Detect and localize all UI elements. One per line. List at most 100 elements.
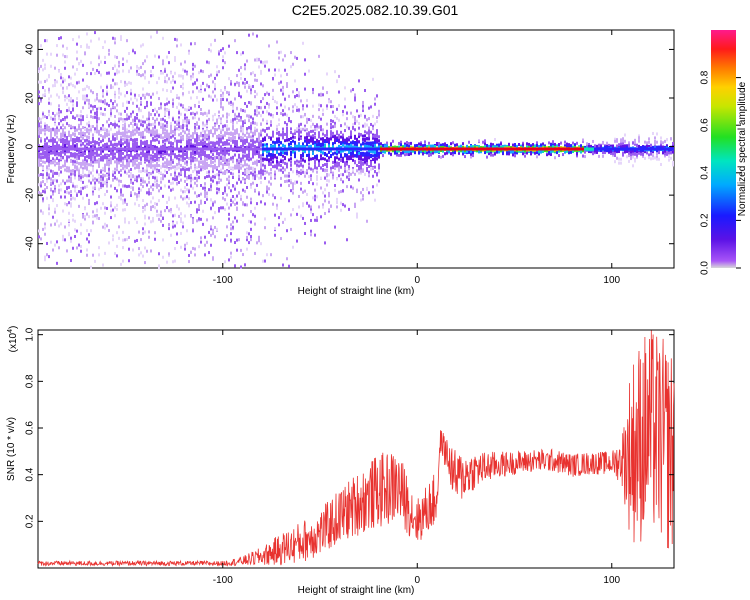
- spectrogram-cell: [290, 227, 292, 231]
- spectrogram-ridge-cell: [208, 147, 210, 151]
- spectrogram-cell: [140, 177, 142, 181]
- spectrogram-cell: [260, 165, 262, 169]
- spectrogram-cell: [268, 187, 270, 191]
- spectrogram-cell: [254, 121, 256, 125]
- spectrogram-cell: [110, 209, 112, 213]
- spectrogram-cell: [308, 140, 310, 144]
- spectrogram-cell: [176, 175, 178, 179]
- spectrogram-cell: [276, 111, 278, 115]
- spectrogram-cell: [102, 138, 104, 142]
- spectrogram-cell: [144, 145, 146, 149]
- spectrogram-cell: [238, 81, 240, 85]
- spectrogram-cell: [254, 214, 256, 218]
- spectrogram-cell: [340, 178, 342, 182]
- spectrogram-cell: [116, 133, 118, 137]
- spectrogram-cell: [180, 126, 182, 130]
- spectrogram-cell: [154, 183, 156, 187]
- spectrogram-cell: [178, 162, 180, 166]
- spectrogram-cell: [250, 166, 252, 170]
- spectrogram-cell: [88, 140, 90, 144]
- spectrogram-ridge-cell: [112, 147, 114, 151]
- spectrogram-cell: [316, 177, 318, 181]
- spectrogram-cell: [138, 163, 140, 167]
- spectrogram-cell: [346, 125, 348, 129]
- spectrogram-cell: [92, 178, 94, 182]
- spectrogram-cell: [208, 130, 210, 134]
- spectrogram-cell: [62, 44, 64, 48]
- spectrogram-cell: [140, 152, 142, 156]
- spectrogram-cell: [80, 187, 82, 191]
- spectrogram-cell: [204, 159, 206, 163]
- spectrogram-cell: [74, 85, 76, 89]
- spectrogram-ridge-cell: [306, 147, 308, 151]
- spectrogram-cell: [332, 171, 334, 175]
- spectrogram-cell: [298, 91, 300, 95]
- spectrogram-cell: [184, 171, 186, 175]
- spectrogram-cell: [232, 121, 234, 125]
- spectrogram-cell: [184, 173, 186, 177]
- spectrogram-cell: [58, 190, 60, 194]
- spectrogram-cell: [148, 151, 150, 155]
- spectrogram-cell: [136, 138, 138, 142]
- spectrogram-cell: [250, 91, 252, 95]
- spectrogram-cell: [38, 235, 40, 239]
- spectrogram-cell: [286, 126, 288, 130]
- spectrogram-cell: [66, 179, 68, 183]
- spectrogram-cell: [120, 112, 122, 116]
- spectrogram-cell: [240, 66, 242, 70]
- spectrogram-cell: [310, 118, 312, 122]
- spectrogram-cell: [188, 141, 190, 145]
- spectrogram-cell: [256, 159, 258, 163]
- spectrogram-cell: [62, 141, 64, 145]
- spectrogram-cell: [186, 124, 188, 128]
- spectrogram-cell: [98, 173, 100, 177]
- spectrogram-cell: [86, 159, 88, 163]
- spectrogram-cell: [148, 216, 150, 220]
- spectrogram-cell: [98, 246, 100, 250]
- spectrogram-cell: [90, 229, 92, 233]
- spectrogram-cell: [182, 76, 184, 80]
- spectrogram-cell: [338, 118, 340, 122]
- spectrogram-ridge-cell: [180, 147, 182, 151]
- spectrogram-cell: [42, 86, 44, 90]
- spectrogram-cell: [198, 160, 200, 164]
- spectrogram-cell: [344, 204, 346, 208]
- spectrogram-cell: [224, 156, 226, 160]
- spectrogram-cell: [284, 144, 286, 148]
- spectrogram-cell: [108, 228, 110, 232]
- spectrogram-cell: [112, 173, 114, 177]
- spectrogram-cell: [220, 151, 222, 155]
- spectrogram-cell: [262, 159, 264, 163]
- spectrogram-cell: [82, 175, 84, 179]
- spectrogram-cell: [262, 84, 264, 88]
- spectrogram-cell: [340, 130, 342, 134]
- spectrogram-cell: [54, 79, 56, 83]
- spectrogram-cell: [202, 167, 204, 171]
- spectrogram-cell: [346, 117, 348, 121]
- spectrogram-cell: [64, 181, 66, 185]
- spectrogram-cell: [310, 229, 312, 233]
- spectrogram-cell: [288, 116, 290, 120]
- spectrogram-cell: [172, 158, 174, 162]
- spectrogram-cell: [120, 188, 122, 192]
- spectrogram-cell: [198, 151, 200, 155]
- spectrogram-cell: [56, 131, 58, 135]
- spectrogram-cell: [136, 113, 138, 117]
- spectrogram-cell: [70, 151, 72, 155]
- spectrogram-cell: [100, 151, 102, 155]
- spectrogram-cell: [174, 127, 176, 131]
- spectrogram-cell: [182, 74, 184, 78]
- spectrogram-cell: [304, 221, 306, 225]
- spectrogram-cell: [342, 109, 344, 113]
- spectrogram-cell: [252, 142, 254, 146]
- spectrogram-cell: [250, 85, 252, 89]
- spectrogram-cell: [128, 144, 130, 148]
- spectrogram-cell: [72, 152, 74, 156]
- spectrogram-cell: [286, 135, 288, 139]
- spectrogram-cell: [352, 168, 354, 172]
- spectrogram-cell: [108, 160, 110, 164]
- spectrogram-cell: [286, 174, 288, 178]
- spectrogram-cell: [244, 149, 246, 153]
- spectrogram-cell: [316, 218, 318, 222]
- spectrogram-cell: [68, 123, 70, 127]
